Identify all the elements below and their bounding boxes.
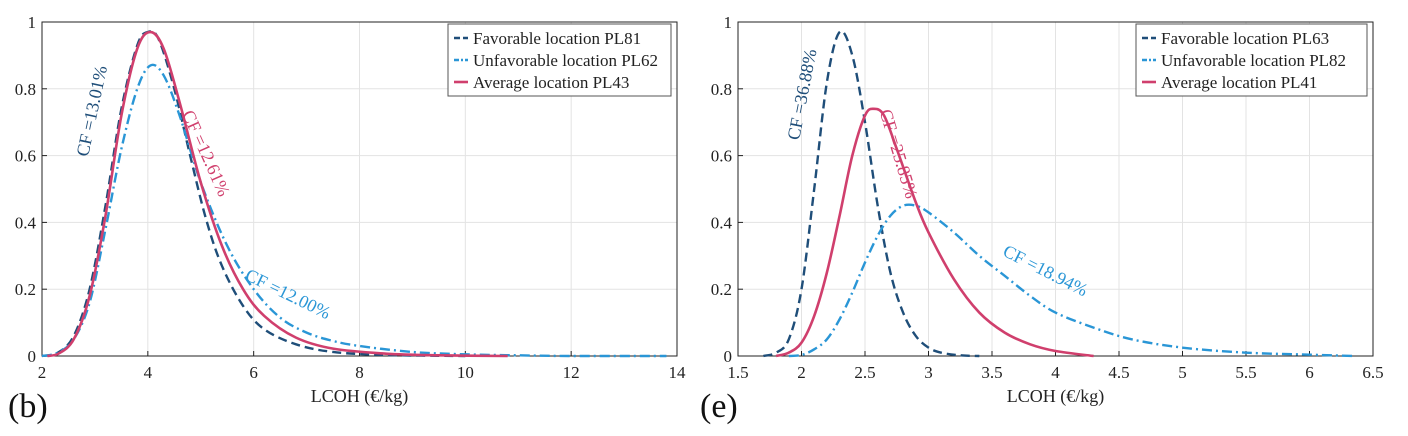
x-tick-label: 4.5 <box>1108 363 1129 382</box>
legend-entry-label: Average location PL41 <box>1161 73 1317 92</box>
x-tick-label: 10 <box>457 363 474 382</box>
x-tick-label: 6 <box>249 363 258 382</box>
legend-entry-label: Average location PL43 <box>473 73 629 92</box>
legend: Favorable location PL63 Unfavorable locat… <box>1135 23 1368 97</box>
x-tick-label: 4 <box>1051 363 1060 382</box>
series-line-1 <box>763 29 980 358</box>
y-tick-label: 0.4 <box>711 213 733 232</box>
x-tick-label: 2 <box>797 363 806 382</box>
panel-label: (e) <box>700 388 738 425</box>
y-tick-label: 1 <box>28 13 37 32</box>
x-tick-label: 2.5 <box>854 363 875 382</box>
y-tick-label: 0.4 <box>15 213 37 232</box>
x-tick-label: 3 <box>924 363 933 382</box>
y-tick-label: 0.6 <box>711 147 732 166</box>
legend-entry-label: Favorable location PL81 <box>473 29 641 48</box>
legend: Favorable location PL81 Unfavorable locat… <box>447 23 672 97</box>
legend-entry-label: Unfavorable location PL82 <box>1161 51 1346 70</box>
y-tick-label: 0.2 <box>15 280 36 299</box>
x-tick-label: 6 <box>1305 363 1314 382</box>
x-tick-label: 2 <box>38 363 47 382</box>
legend-entry-label: Unfavorable location PL62 <box>473 51 658 70</box>
legend-entry-label: Favorable location PL63 <box>1161 29 1329 48</box>
x-tick-label: 4 <box>144 363 153 382</box>
x-tick-label: 8 <box>355 363 364 382</box>
x-tick-label: 12 <box>563 363 580 382</box>
x-tick-label: 3.5 <box>981 363 1002 382</box>
panel-label: (b) <box>8 388 48 425</box>
series-line-2 <box>41 63 667 358</box>
x-axis-label: LCOH (€/kg) <box>1007 386 1105 407</box>
x-tick-label: 5.5 <box>1235 363 1256 382</box>
y-tick-label: 0 <box>28 347 37 366</box>
y-tick-label: 0.8 <box>15 80 36 99</box>
series-line-3 <box>47 30 508 358</box>
legend-box <box>447 23 672 97</box>
y-tick-label: 0.6 <box>15 147 36 166</box>
x-tick-label: 6.5 <box>1362 363 1383 382</box>
x-tick-label: 5 <box>1178 363 1187 382</box>
series-line-2 <box>788 203 1354 358</box>
series-line-1 <box>41 29 466 358</box>
y-tick-label: 0.8 <box>711 80 732 99</box>
x-tick-label: 1.5 <box>727 363 748 382</box>
series-group <box>41 29 667 358</box>
y-tick-label: 0.2 <box>711 280 732 299</box>
x-axis-label: LCOH (€/kg) <box>311 386 409 407</box>
y-tick-label: 0 <box>724 347 733 366</box>
legend-box <box>1135 23 1368 97</box>
x-tick-label: 14 <box>669 363 687 382</box>
series-line-3 <box>775 107 1094 358</box>
series-group <box>763 29 1354 358</box>
y-tick-label: 1 <box>724 13 733 32</box>
